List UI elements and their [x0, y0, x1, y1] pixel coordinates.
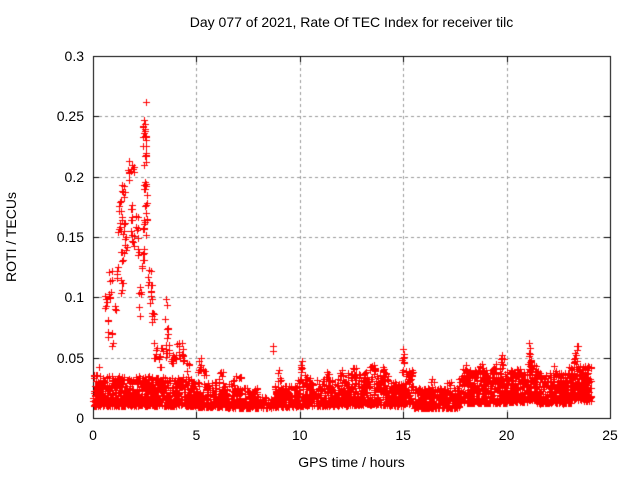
x-tick-label: 5 [192, 427, 201, 443]
y-tick-label: 0.05 [56, 349, 84, 366]
x-tick-label: 15 [395, 427, 411, 443]
x-tick-label: 25 [602, 427, 618, 443]
y-tick-label: 0.1 [64, 289, 84, 306]
y-tick-label: 0 [76, 410, 84, 426]
y-tick-label: 0.2 [64, 168, 84, 185]
y-tick-label: 0.15 [56, 229, 84, 245]
x-tick-label: 0 [89, 427, 97, 443]
y-tick-label: 0.3 [64, 48, 84, 64]
chart-title: Day 077 of 2021, Rate Of TEC Index for r… [189, 14, 514, 30]
x-axis-title: GPS time / hours [298, 454, 405, 470]
x-tick-label: 10 [292, 427, 308, 443]
x-tick-label: 20 [498, 427, 515, 443]
y-tick-label: 0.25 [56, 108, 84, 125]
